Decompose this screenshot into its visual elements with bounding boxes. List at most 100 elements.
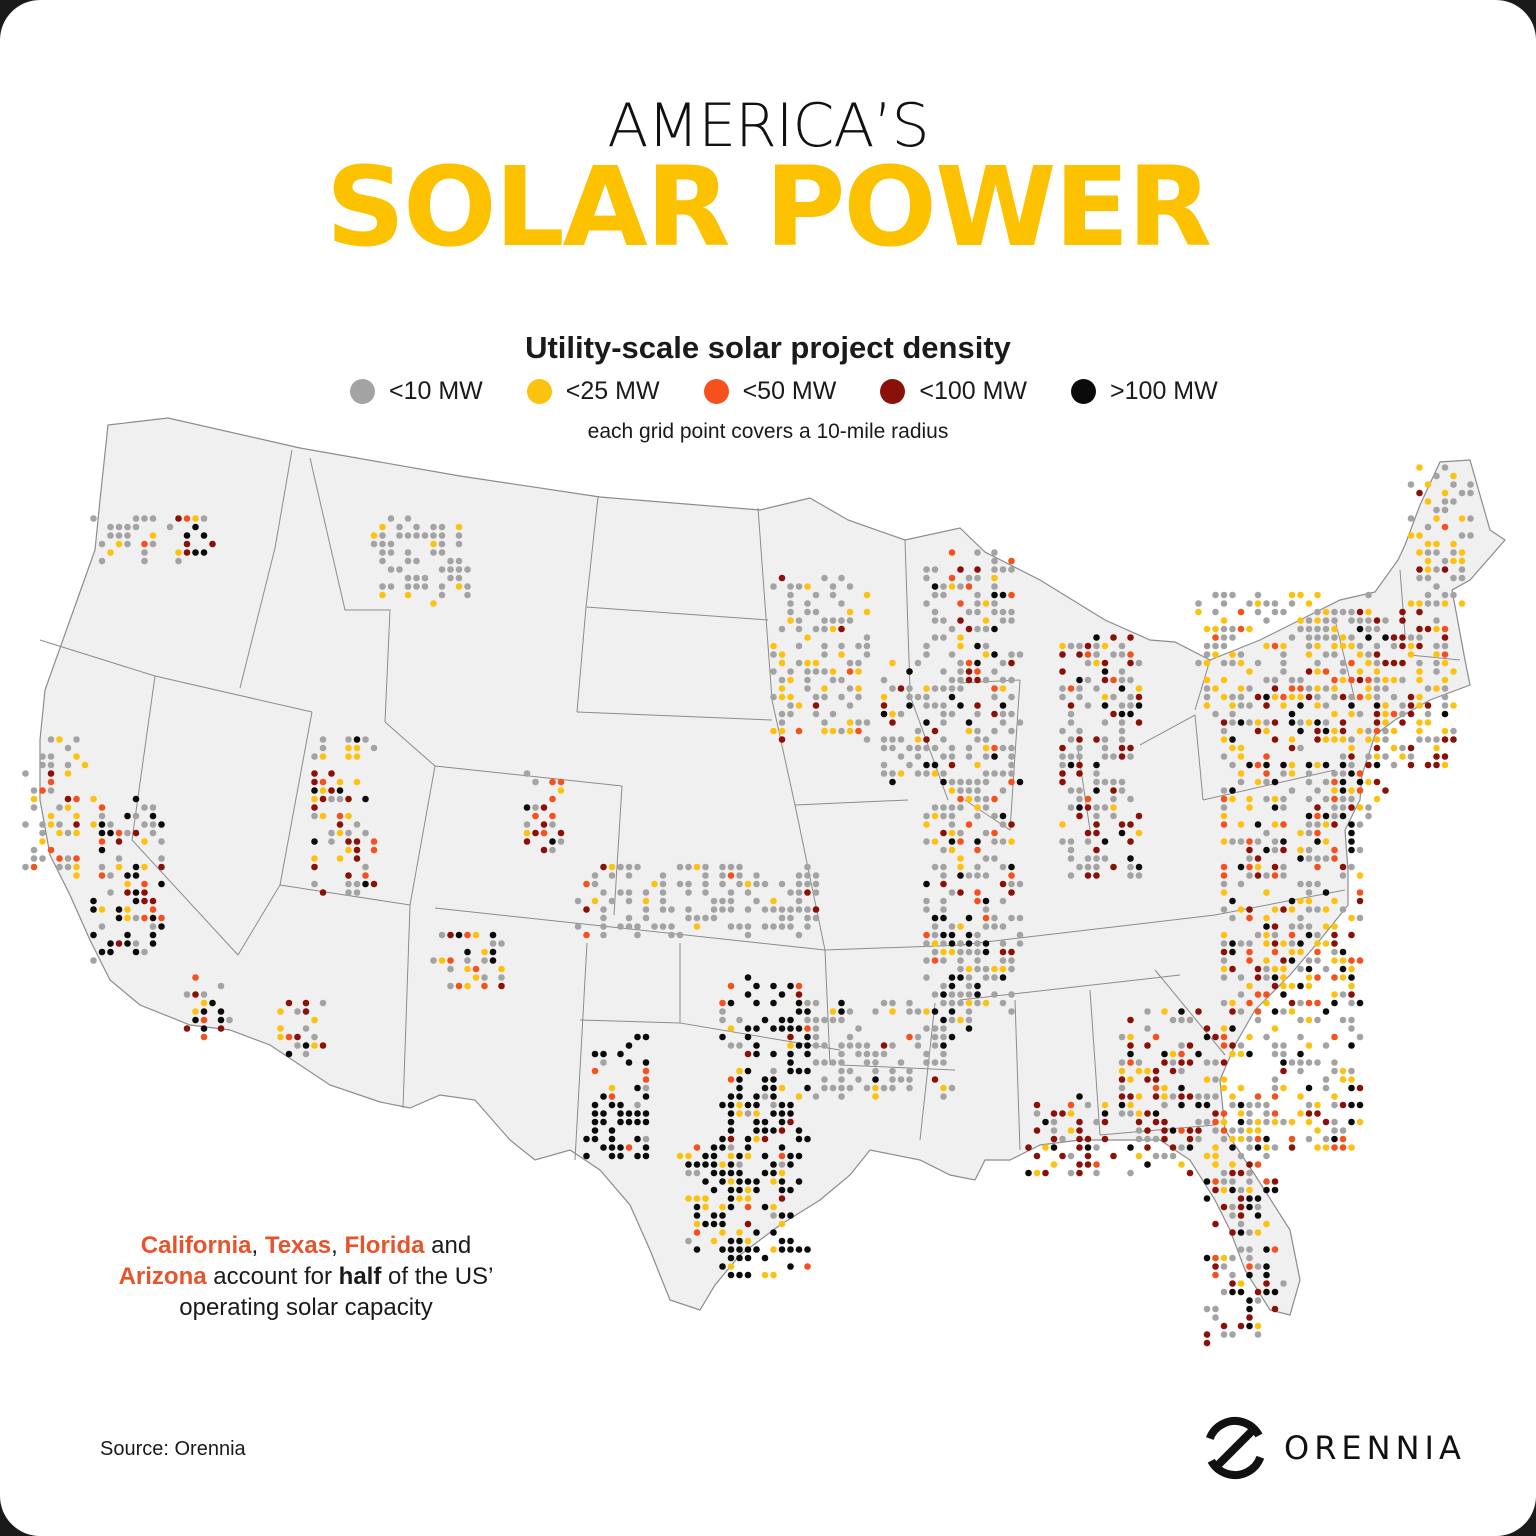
grid-point [1220, 1203, 1228, 1211]
grid-point [1203, 1254, 1211, 1262]
grid-point [931, 685, 939, 692]
grid-point [1356, 957, 1364, 964]
grid-point [804, 685, 811, 692]
grid-point [1212, 1033, 1219, 1041]
grid-point [1365, 761, 1372, 769]
grid-point [1161, 1093, 1168, 1100]
grid-point [141, 838, 148, 845]
grid-point [1059, 668, 1066, 675]
grid-point [965, 727, 973, 735]
grid-point [1254, 855, 1262, 862]
grid-point [1169, 1016, 1177, 1024]
grid-point [1416, 676, 1423, 684]
grid-point [1297, 693, 1304, 701]
grid-point [1314, 1144, 1321, 1151]
grid-point [192, 974, 199, 981]
grid-point [753, 1127, 760, 1134]
grid-point [1118, 1084, 1126, 1092]
grid-point [1025, 1144, 1032, 1151]
grid-point [821, 693, 828, 701]
grid-point [1229, 1331, 1236, 1338]
grid-point [1314, 863, 1321, 871]
grid-point [957, 957, 964, 964]
grid-point [362, 795, 369, 803]
grid-point [1441, 702, 1449, 709]
state-border [1409, 654, 1461, 661]
grid-point [974, 787, 981, 794]
grid-point [319, 778, 327, 786]
grid-point [617, 889, 624, 896]
grid-point [744, 1271, 752, 1279]
grid-point [659, 889, 667, 896]
grid-point [914, 1042, 922, 1049]
grid-point [90, 957, 97, 964]
grid-point [124, 540, 131, 548]
grid-point [1348, 914, 1355, 922]
grid-point [804, 668, 811, 675]
grid-point [1450, 727, 1457, 735]
grid-point [795, 1042, 803, 1049]
grid-point [982, 923, 990, 930]
grid-point [22, 821, 29, 828]
grid-point [1220, 787, 1228, 794]
grid-point [277, 1025, 284, 1032]
grid-point [1118, 1110, 1126, 1117]
grid-point [277, 1033, 284, 1041]
grid-point [812, 693, 820, 701]
grid-point [804, 1016, 811, 1024]
grid-point [1246, 999, 1253, 1007]
grid-point [1288, 923, 1296, 930]
grid-point [923, 931, 930, 939]
grid-point [906, 744, 913, 752]
grid-point [744, 906, 752, 913]
grid-point [1416, 668, 1423, 675]
grid-point [1331, 778, 1338, 786]
grid-point [1220, 1322, 1228, 1330]
grid-point [897, 1076, 905, 1083]
grid-point [1220, 676, 1228, 684]
grid-point [1280, 693, 1287, 701]
state-border [1089, 989, 1101, 1136]
grid-point [999, 948, 1007, 956]
grid-point [1246, 1203, 1253, 1211]
grid-point [1339, 1135, 1347, 1143]
grid-point [795, 889, 803, 896]
grid-point [1161, 1059, 1168, 1066]
grid-point [812, 1016, 820, 1024]
grid-point [940, 999, 947, 1007]
grid-point [1229, 897, 1236, 905]
grid-point [1263, 829, 1270, 837]
grid-point [991, 625, 998, 633]
grid-point [1118, 1101, 1126, 1109]
grid-point [47, 787, 55, 794]
grid-point [1118, 651, 1126, 658]
grid-point [744, 1135, 752, 1143]
grid-point [1331, 812, 1338, 820]
grid-point [311, 778, 318, 786]
grid-point [957, 566, 964, 573]
grid-point [821, 1042, 828, 1049]
grid-point [1373, 761, 1381, 769]
grid-point [1169, 1059, 1177, 1066]
grid-point [1382, 753, 1389, 760]
grid-point [1356, 668, 1364, 675]
grid-point [1365, 591, 1372, 599]
grid-point [770, 1076, 777, 1083]
grid-point [1246, 1246, 1253, 1253]
grid-point [1110, 676, 1117, 684]
grid-point [1212, 1152, 1219, 1160]
grid-point [1178, 1050, 1185, 1058]
grid-point [719, 1178, 726, 1185]
grid-point [676, 1152, 684, 1160]
grid-point [1441, 600, 1449, 607]
grid-point [948, 1016, 956, 1024]
grid-point [1237, 693, 1245, 701]
grid-point [940, 931, 947, 939]
grid-point [642, 1144, 650, 1151]
grid-point [404, 591, 412, 599]
grid-point [1305, 719, 1313, 726]
grid-point [889, 1042, 896, 1049]
grid-point [744, 1246, 752, 1253]
grid-point [1229, 787, 1236, 794]
grid-point [1101, 642, 1109, 650]
